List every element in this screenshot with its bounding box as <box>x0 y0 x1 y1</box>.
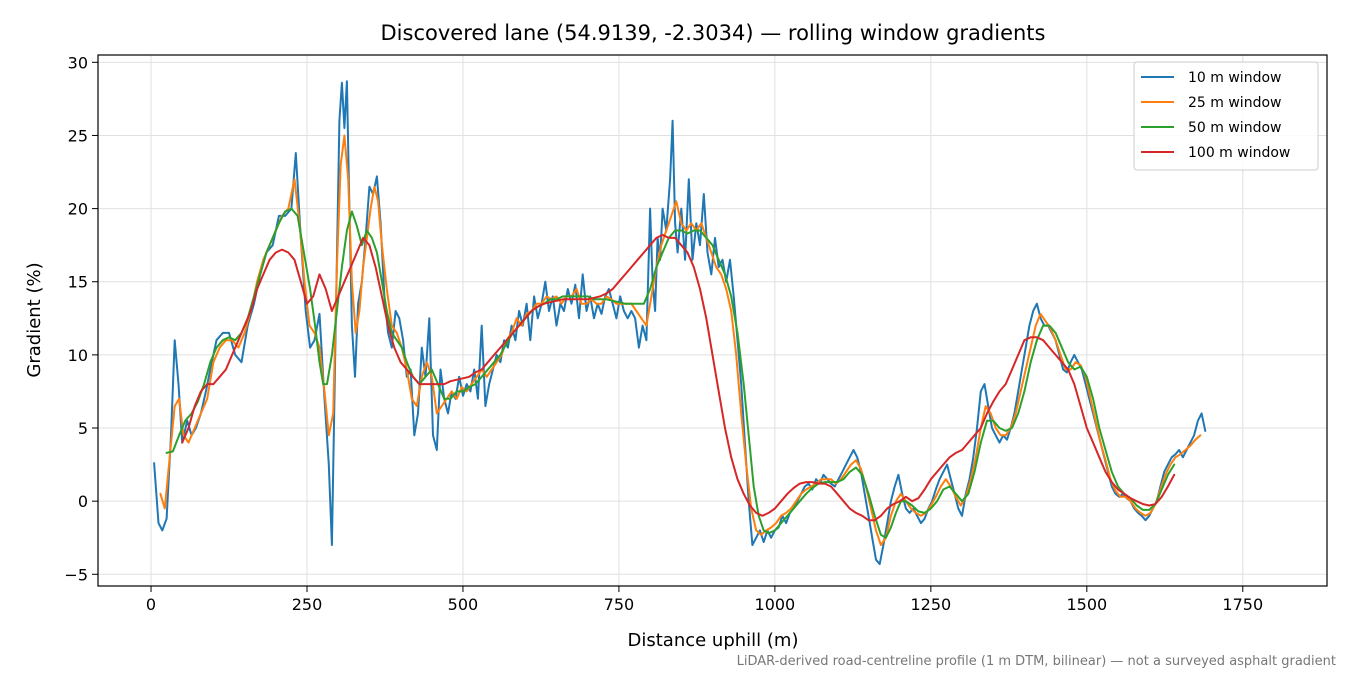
series-line <box>181 233 1176 522</box>
x-tick-label: 250 <box>292 595 323 614</box>
x-axis: 0 250 500 750 1000 1250 1500 1750 <box>146 586 1263 614</box>
plot-frame <box>97 54 1328 587</box>
y-tick-label: 5 <box>78 419 88 438</box>
x-tick-label: 750 <box>604 595 635 614</box>
legend: 10 m window 25 m window 50 m window 100 m w… <box>1133 61 1319 171</box>
chart-title: Discovered lane (54.9139, -2.3034) — rol… <box>381 21 1046 45</box>
legend-entry: 25 m window <box>1188 95 1281 111</box>
y-tick-label: 15 <box>68 273 88 292</box>
y-axis: −5 0 5 10 15 20 25 30 <box>64 53 98 584</box>
x-axis-label: Distance uphill (m) <box>628 630 799 651</box>
y-tick-label: −5 <box>64 565 88 584</box>
legend-entry: 10 m window <box>1188 70 1281 86</box>
legend-entry: 50 m window <box>1188 120 1281 136</box>
legend-box <box>1133 61 1319 171</box>
series-layer <box>153 80 1207 566</box>
x-tick-label: 1250 <box>910 595 951 614</box>
y-tick-label: 25 <box>68 126 88 145</box>
y-tick-label: 20 <box>68 200 88 219</box>
x-tick-label: 1000 <box>755 595 796 614</box>
y-tick-label: 0 <box>78 492 88 511</box>
series-line <box>165 207 1176 539</box>
y-axis-label: Gradient (%) <box>24 262 45 377</box>
y-tick-label: 10 <box>68 346 88 365</box>
y-tick-label: 30 <box>68 53 88 72</box>
series-line <box>159 134 1202 546</box>
x-tick-label: 1500 <box>1066 595 1107 614</box>
footnote: LiDAR-derived road-centreline profile (1… <box>737 654 1336 669</box>
x-tick-label: 500 <box>448 595 479 614</box>
legend-entry: 100 m window <box>1188 145 1290 161</box>
x-tick-label: 1750 <box>1222 595 1263 614</box>
x-tick-label: 0 <box>146 595 156 614</box>
